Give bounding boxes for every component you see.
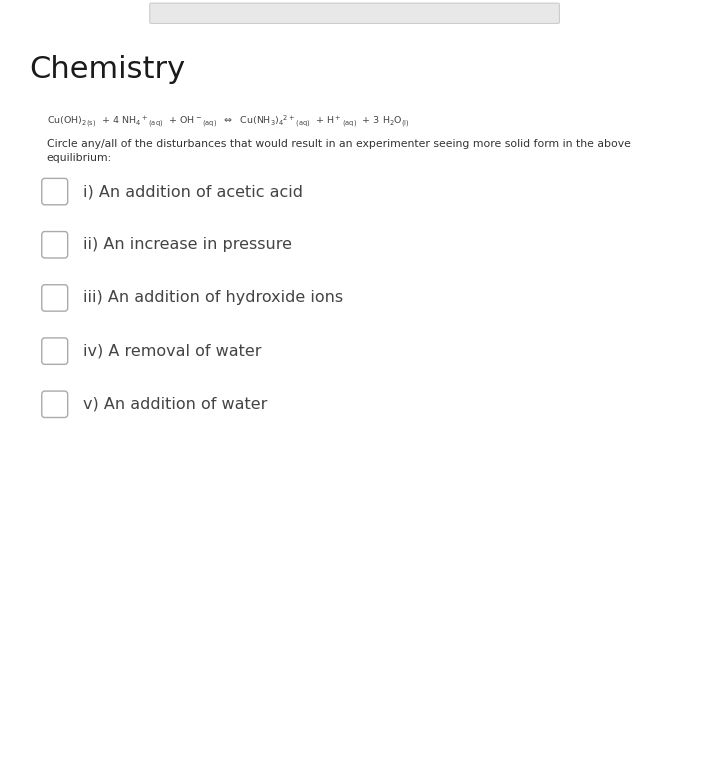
Text: iii) An addition of hydroxide ions: iii) An addition of hydroxide ions <box>83 290 343 306</box>
FancyBboxPatch shape <box>42 231 68 258</box>
FancyBboxPatch shape <box>42 338 68 364</box>
Text: ii) An increase in pressure: ii) An increase in pressure <box>83 237 292 253</box>
FancyBboxPatch shape <box>150 3 559 23</box>
Text: v) An addition of water: v) An addition of water <box>83 396 267 412</box>
Text: iv) A removal of water: iv) A removal of water <box>83 343 261 359</box>
Text: Circle any/all of the disturbances that would result in an experimenter seeing m: Circle any/all of the disturbances that … <box>47 139 631 163</box>
Text: Cu(OH)$_2$$_{\rm (s)}$  + 4 NH$_4$$^+$$_{\rm (aq)}$  + OH$^-$$_{\rm (aq)}$  $\Le: Cu(OH)$_2$$_{\rm (s)}$ + 4 NH$_4$$^+$$_{… <box>47 113 410 129</box>
Text: Chemistry: Chemistry <box>29 55 185 84</box>
FancyBboxPatch shape <box>42 285 68 311</box>
FancyBboxPatch shape <box>42 178 68 205</box>
Text: i) An addition of acetic acid: i) An addition of acetic acid <box>83 184 303 199</box>
FancyBboxPatch shape <box>42 391 68 418</box>
